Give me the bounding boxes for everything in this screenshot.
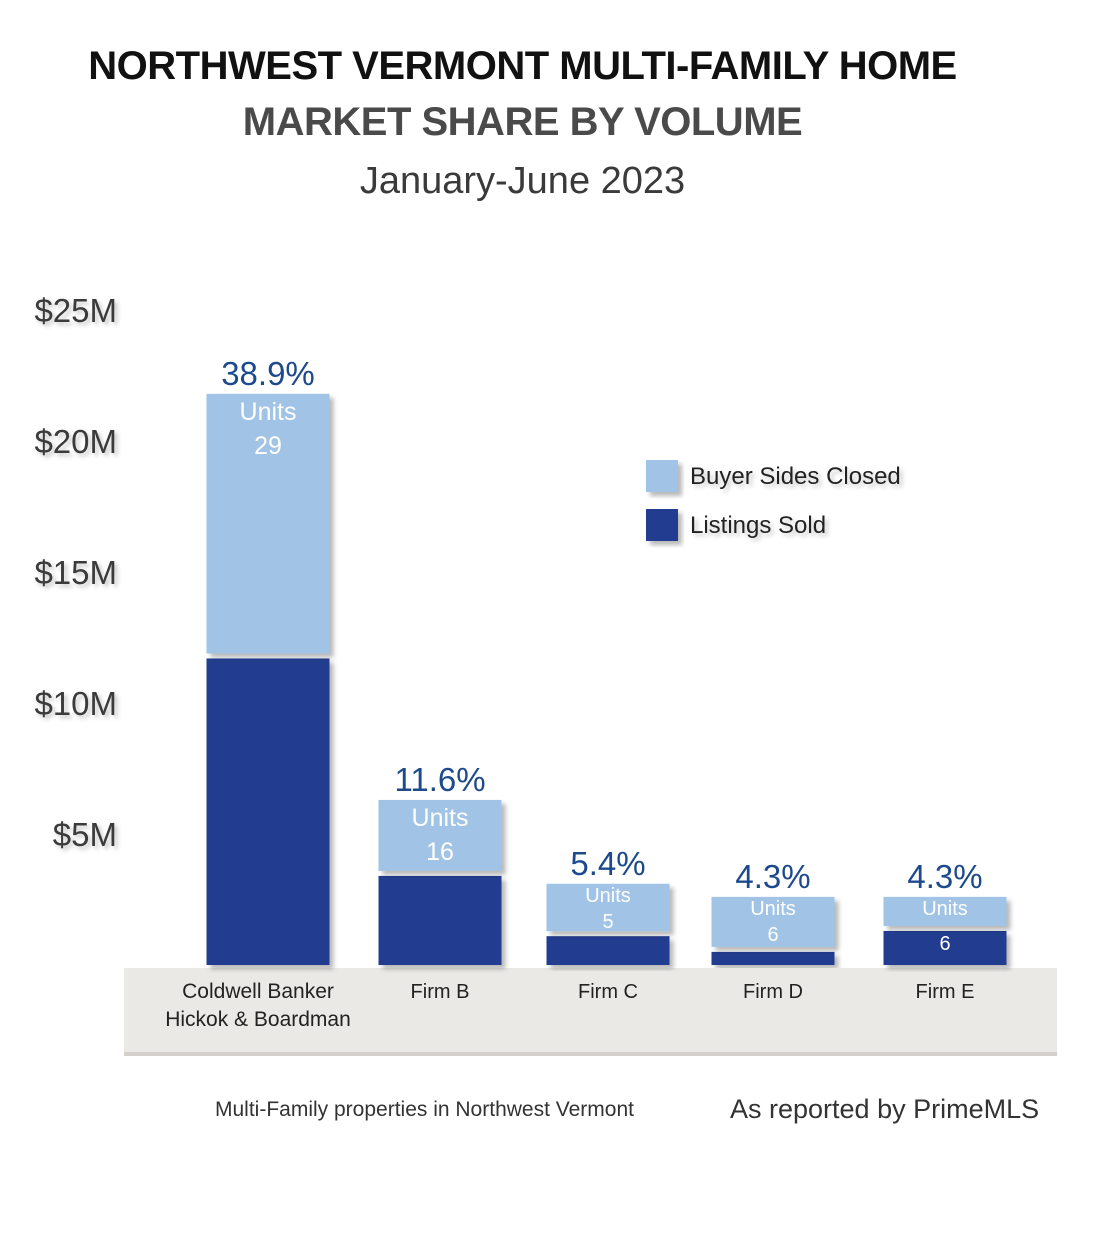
bar-buyer-sides-closed [883, 896, 1007, 926]
bar-buyer-sides-closed [206, 393, 330, 654]
bar-buyer-sides-closed [546, 883, 670, 932]
bar-listings-sold [206, 658, 330, 965]
bar-listings-sold [711, 951, 835, 965]
bar-listings-sold [883, 930, 1007, 965]
category-label: Firm E [916, 981, 975, 1003]
footnote-left: Multi-Family properties in Northwest Ver… [215, 1098, 634, 1121]
category-label: Coldwell Banker [182, 980, 334, 1003]
legend-swatch [646, 509, 678, 541]
share-label: 4.3% [907, 858, 982, 895]
bar-listings-sold [378, 875, 502, 965]
category-axis-band [124, 968, 1057, 1056]
y-tick-label: $5M [53, 816, 117, 853]
units-label: Units [412, 804, 469, 832]
chart-subtitle: MARKET SHARE BY VOLUME [242, 100, 803, 144]
category-label: Firm B [411, 981, 470, 1003]
y-tick-label: $10M [34, 685, 117, 722]
y-tick-label: $25M [34, 292, 117, 329]
units-count: 6 [767, 924, 778, 946]
share-label: 5.4% [570, 845, 645, 882]
category-label: Firm C [578, 981, 638, 1003]
y-tick-label: $20M [34, 423, 117, 460]
legend-swatch [646, 460, 678, 492]
chart-period: January-June 2023 [359, 160, 686, 202]
category-label: Firm D [743, 981, 803, 1003]
y-tick-label: $15M [34, 554, 117, 591]
bar-buyer-sides-closed [378, 799, 502, 871]
footnote-right: As reported by PrimeMLS [730, 1094, 1040, 1124]
units-count: 16 [426, 838, 454, 866]
category-label: Hickok & Boardman [165, 1008, 351, 1031]
legend-label: Listings Sold [690, 512, 826, 539]
units-label: Units [240, 398, 297, 426]
share-label: 11.6% [394, 761, 485, 798]
chart-title: NORTHWEST VERMONT MULTI-FAMILY HOME [88, 44, 957, 88]
units-count: 6 [939, 933, 950, 955]
units-count: 29 [254, 432, 282, 460]
category-axis-band-edge [124, 1052, 1057, 1056]
bar-buyer-sides-closed [711, 896, 835, 947]
units-label: Units [585, 885, 631, 907]
share-label: 38.9% [221, 355, 315, 392]
units-label: Units [922, 898, 968, 920]
bar-listings-sold [546, 936, 670, 965]
units-label: Units [750, 898, 796, 920]
units-count: 5 [602, 911, 613, 933]
legend-label: Buyer Sides Closed [690, 463, 901, 490]
share-label: 4.3% [735, 858, 810, 895]
